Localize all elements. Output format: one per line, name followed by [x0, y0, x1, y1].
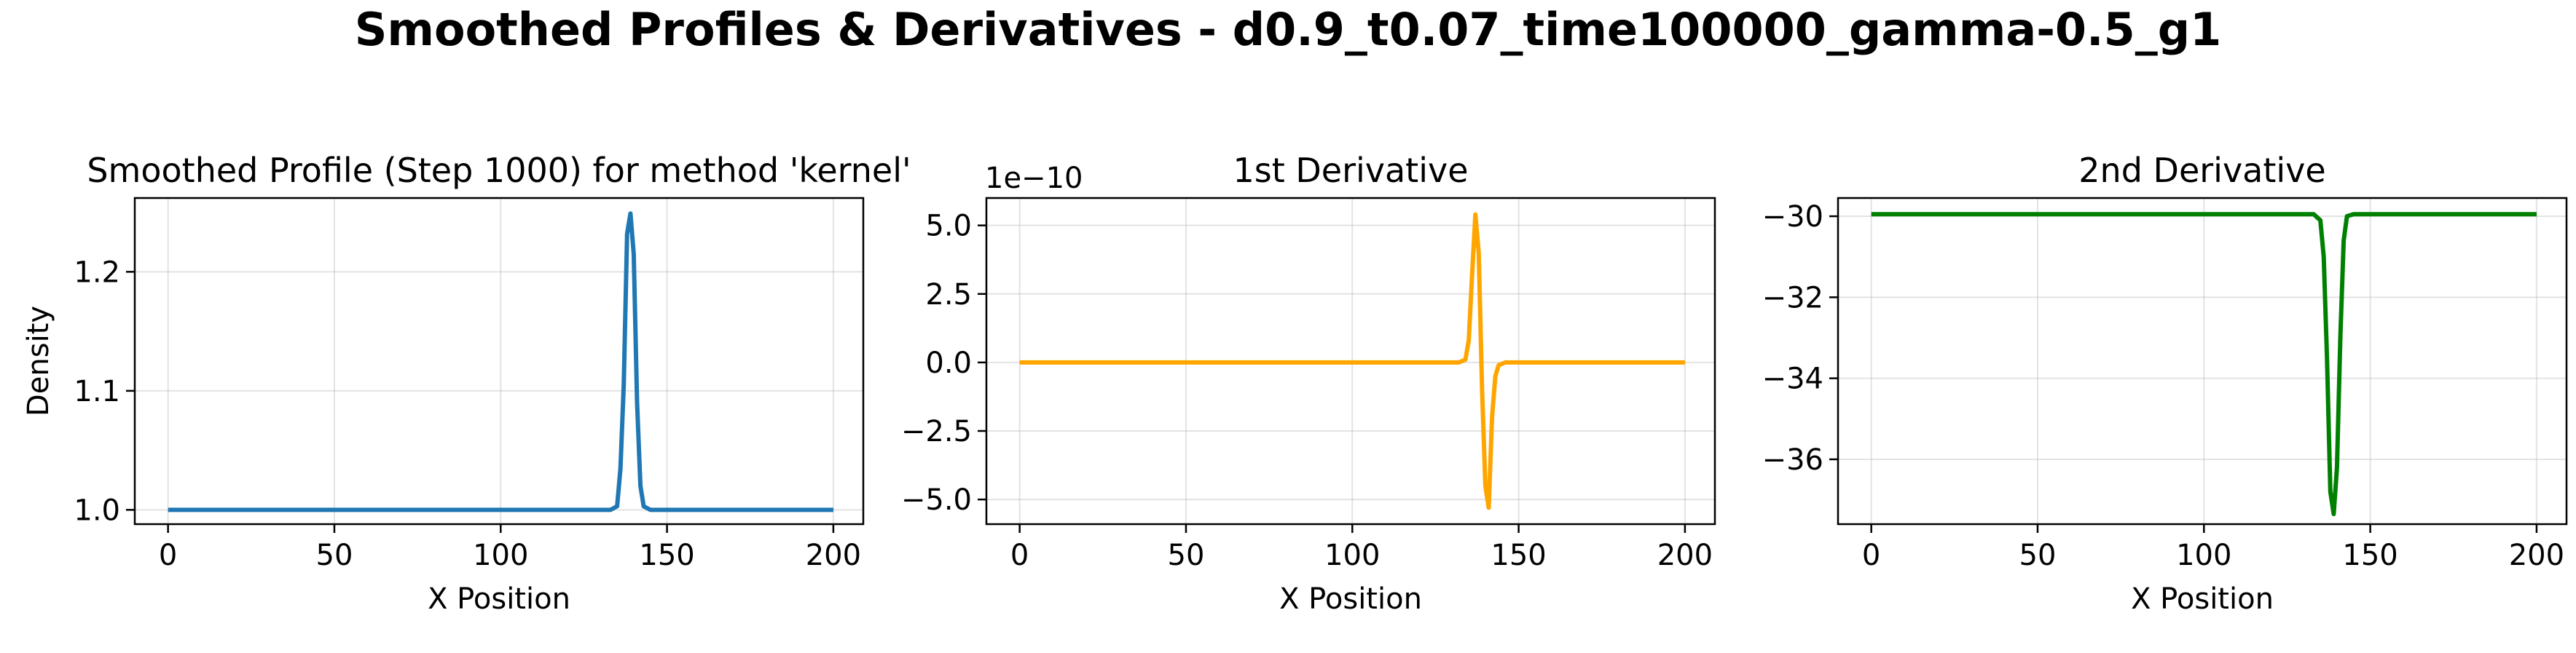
y-tick-label: −34: [1762, 363, 1823, 396]
subplot-title: 1st Derivative: [1233, 151, 1468, 190]
y-tick-label: −30: [1762, 200, 1823, 234]
x-tick-label: 100: [1324, 539, 1380, 572]
x-tick-label: 150: [1491, 539, 1546, 572]
subplot-title: 2nd Derivative: [2078, 151, 2325, 190]
x-tick-label: 0: [1862, 539, 1880, 572]
axes-frame: [1837, 197, 2568, 526]
y-tick-label: 1.1: [74, 375, 120, 408]
subplot-title: Smoothed Profile (Step 1000) for method …: [87, 151, 911, 190]
x-tick-label: 0: [159, 539, 177, 572]
y-offset-text: 1e−10: [985, 162, 1083, 195]
series-line: [168, 211, 833, 512]
x-tick-label: 100: [473, 539, 528, 572]
axes-frame: [133, 197, 865, 526]
x-tick-label: 150: [639, 539, 694, 572]
y-tick-label: −36: [1762, 443, 1823, 477]
x-tick-label: 0: [1010, 539, 1029, 572]
x-axis-label: X Position: [1279, 582, 1422, 616]
x-tick-label: 200: [806, 539, 861, 572]
y-tick-label: 1.2: [74, 256, 120, 289]
y-tick-label: 2.5: [925, 278, 972, 312]
figure-suptitle: Smoothed Profiles & Derivatives - d0.9_t…: [355, 3, 2222, 56]
x-axis-label: X Position: [428, 582, 570, 616]
x-tick-label: 100: [2176, 539, 2231, 572]
y-tick-label: −2.5: [901, 415, 972, 448]
axes-frame: [985, 197, 1716, 526]
series-line: [1019, 212, 1685, 510]
x-tick-label: 50: [1168, 539, 1205, 572]
series-line: [1871, 212, 2537, 517]
x-tick-label: 200: [1657, 539, 1713, 572]
x-tick-label: 200: [2509, 539, 2564, 572]
y-axis-label: Density: [22, 306, 55, 416]
subplot-first-derivative: 0 50 100 150 200 −5.0 −2.5 0.0 2.5 5.0 1st Derivat…: [901, 151, 1716, 616]
x-axis-label: X Position: [2131, 582, 2274, 616]
y-tick-label: −32: [1762, 281, 1823, 314]
y-tick-label: 1.0: [74, 494, 120, 527]
subplot-second-derivative: 0 50 100 150 200 −36 −34 −32 −30 2nd Derivative X …: [1762, 151, 2568, 616]
y-tick-label: 5.0: [925, 210, 972, 243]
x-tick-label: 50: [2019, 539, 2057, 572]
x-tick-label: 150: [2342, 539, 2398, 572]
x-tick-label: 50: [316, 539, 353, 572]
y-tick-label: 0.0: [925, 347, 972, 380]
y-tick-label: −5.0: [901, 483, 972, 517]
subplot-profile: 0 50 100 150 200 1.0 1.1 1.2 Smoothed Profile (S…: [22, 151, 911, 616]
